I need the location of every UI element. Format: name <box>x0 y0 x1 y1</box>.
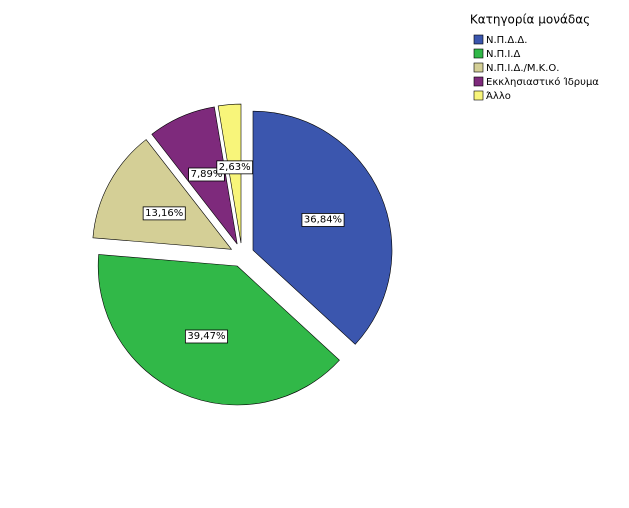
legend-label: Ν.Π.Ι.Δ <box>486 49 520 60</box>
data-label: 36,84% <box>304 214 342 225</box>
label-box <box>188 167 225 182</box>
label-box <box>301 213 345 227</box>
legend-swatch <box>473 34 484 45</box>
legend-swatch <box>473 62 484 73</box>
legend-label: Εκκλησιαστικό Ίδρυμα <box>486 76 599 88</box>
label-box <box>184 329 228 344</box>
pie-slice <box>252 110 393 345</box>
legend-label: Ν.Π.Δ.Δ. <box>486 35 527 46</box>
legend-title: Κατηγορία μονάδας <box>470 13 590 27</box>
legend-label: Ν.Π.Ι.Δ./Μ.Κ.Ο. <box>486 63 559 74</box>
legend-swatch <box>473 76 484 87</box>
data-label: 13,16% <box>145 208 183 219</box>
legend-swatch <box>473 48 484 59</box>
label-box <box>216 160 253 175</box>
data-label: 2,63% <box>219 162 251 173</box>
legend-swatch <box>473 90 484 101</box>
data-label: 39,47% <box>187 331 225 342</box>
legend-label: Άλλο <box>486 90 511 102</box>
label-box <box>142 206 186 221</box>
pie-slice <box>92 139 233 250</box>
data-label: 7,89% <box>191 169 223 180</box>
